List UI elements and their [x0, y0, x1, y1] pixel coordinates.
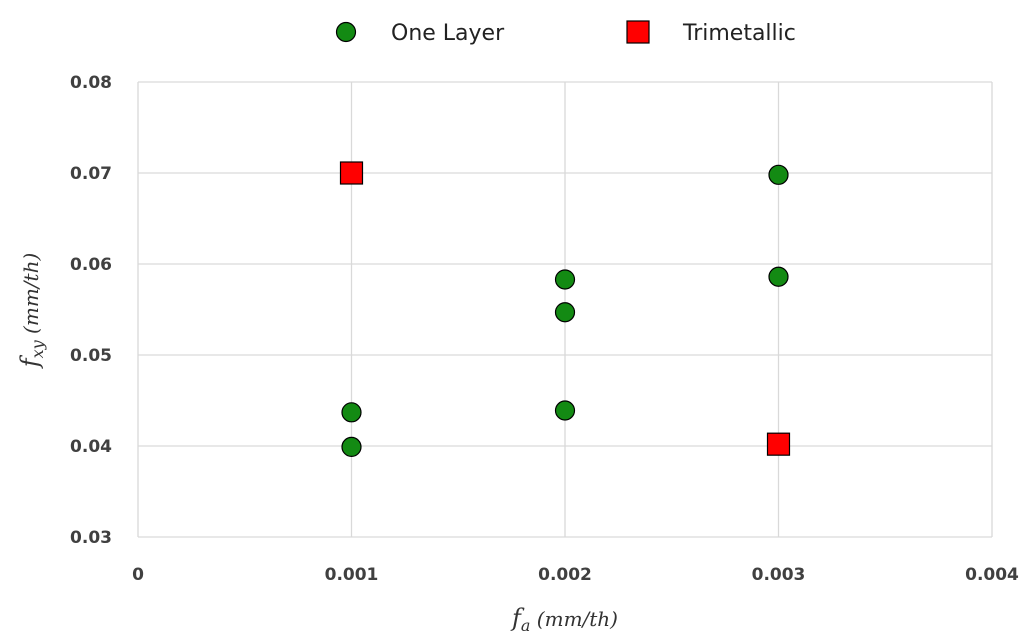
y-tick-label: 0.03 — [70, 528, 112, 548]
y-axis-label: fxy (mm/th) — [16, 253, 47, 370]
legend-marker-one-layer — [335, 21, 357, 43]
point-one-layer — [341, 402, 362, 423]
gridlines — [137, 81, 993, 538]
legend-label: Trimetallic — [682, 21, 796, 46]
x-axis-label: fa (mm/th) — [510, 604, 618, 635]
x-tick-label: 0.003 — [752, 565, 806, 585]
point-one-layer — [341, 436, 362, 458]
tick-labels: 0.03 0.04 0.05 0.06 0.07 0.08 0 0.001 0.002 0.003… — [70, 73, 1019, 585]
y-tick-label: 0.07 — [70, 164, 112, 184]
data-points — [339, 161, 791, 458]
legend: One Layer Trimetallic — [335, 20, 796, 46]
point-one-layer — [768, 266, 789, 287]
point-trimetallic — [339, 161, 364, 185]
point-one-layer — [554, 400, 576, 421]
x-tick-label: 0 — [132, 565, 144, 585]
y-tick-label: 0.04 — [70, 437, 112, 457]
x-tick-label: 0.004 — [965, 565, 1019, 585]
y-tick-label: 0.06 — [70, 255, 112, 275]
x-tick-label: 0.002 — [538, 565, 592, 585]
legend-label: One Layer — [391, 21, 505, 46]
point-one-layer — [768, 164, 789, 185]
point-one-layer — [554, 302, 576, 323]
point-trimetallic — [766, 432, 791, 456]
y-tick-label: 0.08 — [70, 73, 112, 93]
legend-marker-trimetallic — [626, 20, 650, 44]
point-one-layer — [554, 269, 576, 290]
y-tick-label: 0.05 — [70, 346, 112, 366]
x-tick-label: 0.001 — [325, 565, 379, 585]
